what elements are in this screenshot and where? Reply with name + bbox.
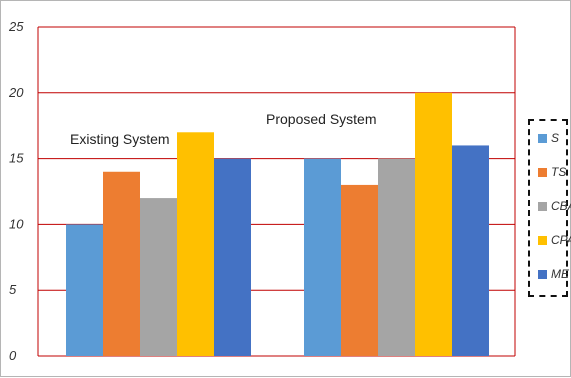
bar-cba-existing xyxy=(140,198,177,356)
legend-item-s: S xyxy=(538,131,559,145)
annotations: Existing System Proposed System xyxy=(70,111,377,147)
legend-swatch xyxy=(538,167,547,177)
bar-cpa-existing xyxy=(177,132,214,356)
group-annotation-existing: Existing System xyxy=(70,131,170,147)
legend-swatch xyxy=(538,269,547,279)
legend-label: TS xyxy=(551,165,567,179)
legend-item-ts: TS xyxy=(538,165,566,179)
legend-label: CBA xyxy=(551,199,571,213)
legend: S TS CBA CPA ME xyxy=(528,119,571,297)
y-tick-label: 5 xyxy=(9,282,17,297)
legend-item-me: ME xyxy=(538,267,569,281)
legend-item-cba: CBA xyxy=(538,199,571,213)
bar-me-existing xyxy=(214,158,251,356)
legend-label: ME xyxy=(551,267,569,281)
y-tick-label: 25 xyxy=(8,19,24,34)
y-tick-label: 0 xyxy=(9,348,17,363)
legend-label: S xyxy=(551,131,560,145)
legend-item-cpa: CPA xyxy=(538,233,571,247)
y-axis-ticks: 0 5 10 15 20 25 xyxy=(8,19,24,363)
bar-cba-proposed xyxy=(378,158,415,356)
legend-swatch xyxy=(538,133,547,143)
group-annotation-proposed: Proposed System xyxy=(266,111,377,127)
bar-cpa-proposed xyxy=(415,92,452,357)
y-tick-label: 20 xyxy=(8,85,24,100)
bar-s-proposed xyxy=(304,158,341,356)
legend-swatch xyxy=(538,201,547,211)
bar-me-proposed xyxy=(452,145,489,356)
bar-ts-existing xyxy=(103,171,140,356)
y-tick-label: 15 xyxy=(9,151,24,166)
bar-s-existing xyxy=(66,224,103,356)
legend-label: CPA xyxy=(551,233,571,247)
bar-ts-proposed xyxy=(341,184,378,356)
y-tick-label: 10 xyxy=(9,216,24,231)
bars xyxy=(66,92,489,357)
legend-swatch xyxy=(538,235,547,245)
